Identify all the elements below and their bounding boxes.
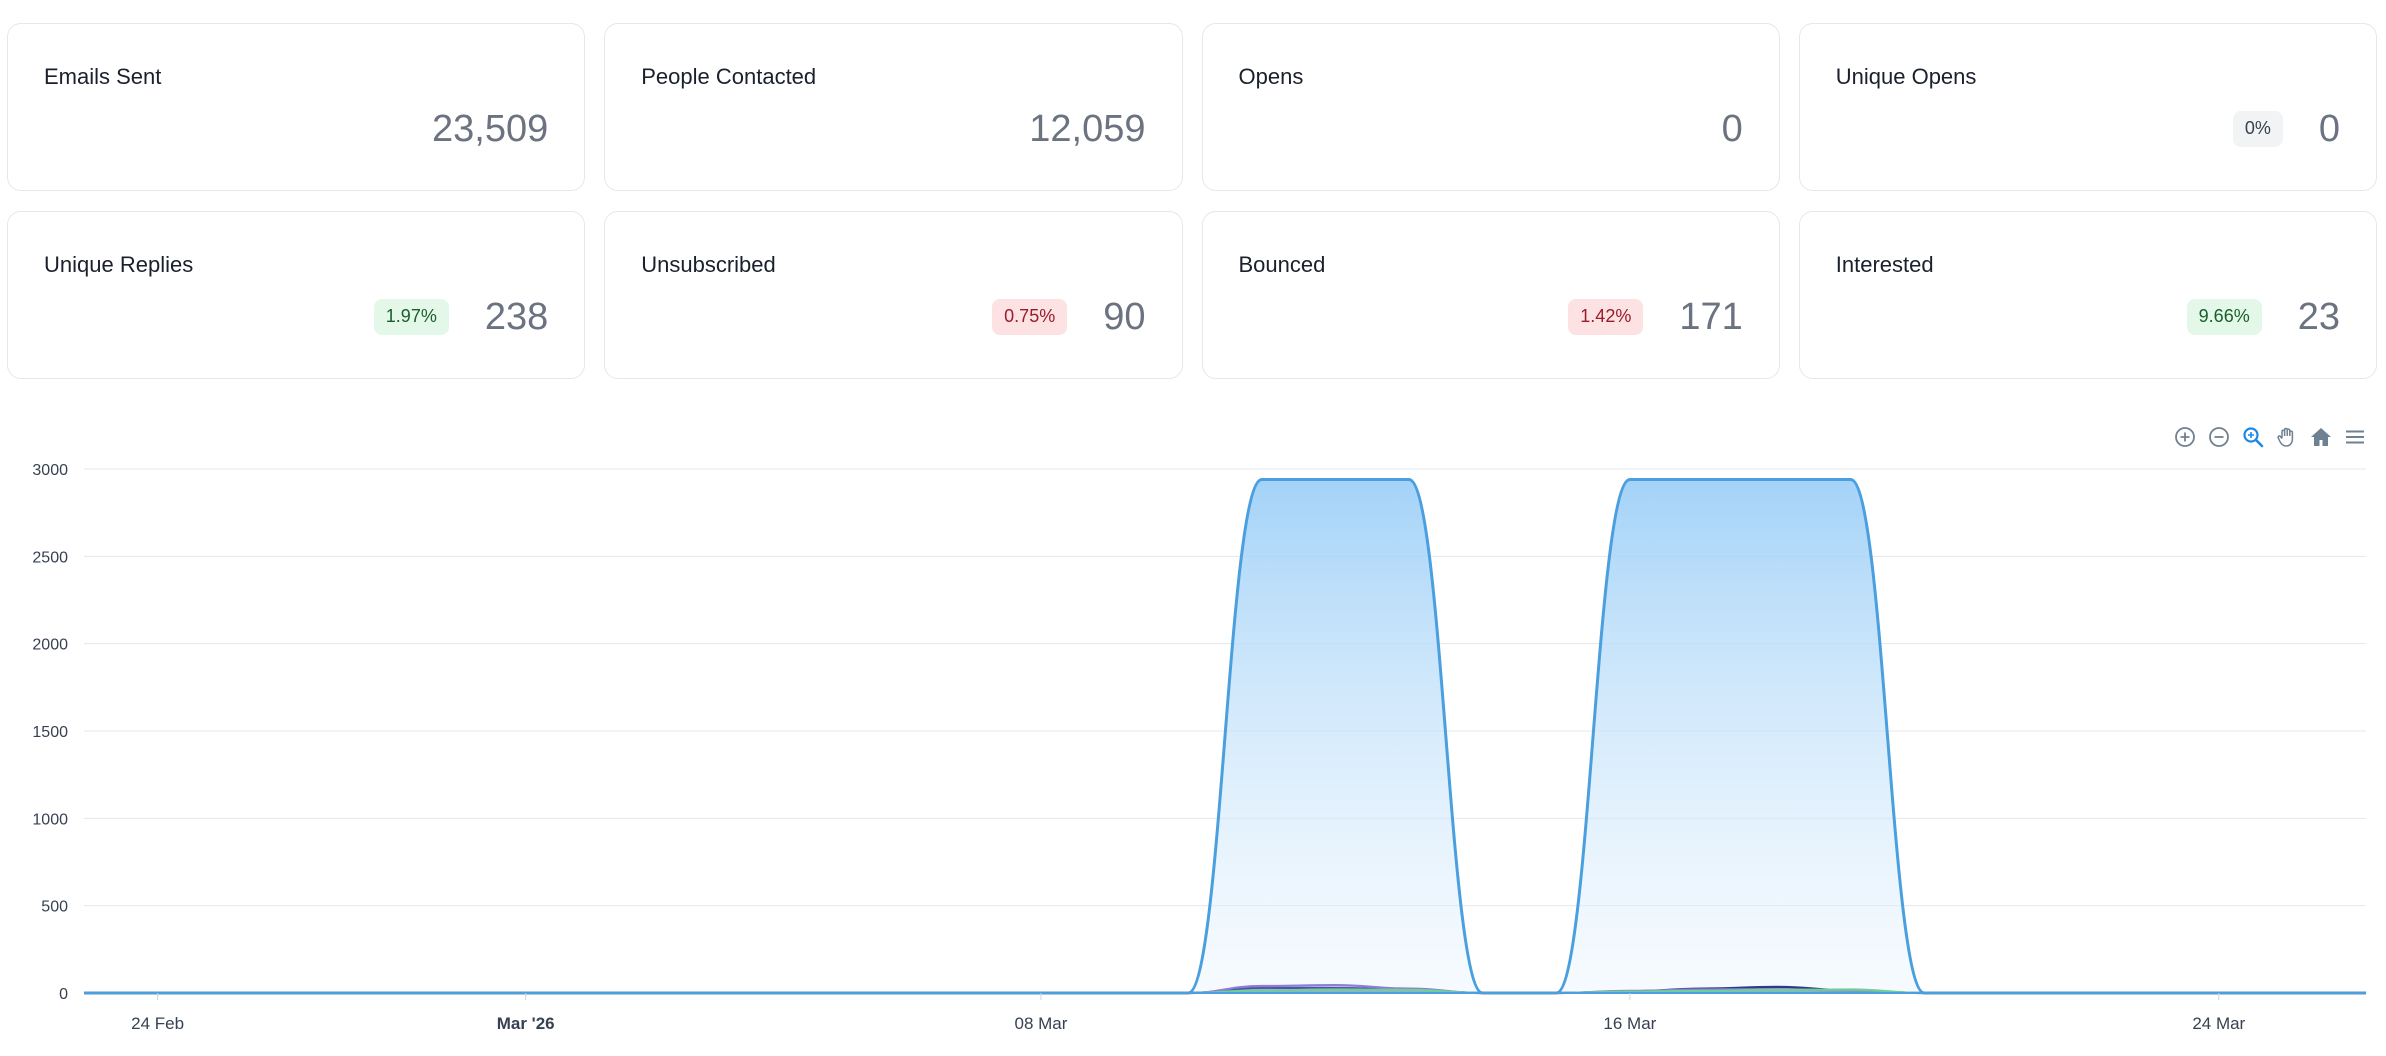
x-tick-label: 16 Mar xyxy=(1603,1014,1656,1033)
zoom-out-icon[interactable] xyxy=(2206,424,2232,450)
card-value: 171 xyxy=(1679,296,1743,338)
rate-badge: 1.97% xyxy=(373,299,449,335)
card-value: 23 xyxy=(2297,296,2340,338)
card-unsubscribed: Unsubscribed 0.75% 90 xyxy=(604,211,1183,379)
chart-toolbar xyxy=(2172,424,2368,450)
card-emails-sent: Emails Sent 23,509 xyxy=(7,23,586,191)
card-label: Unique Replies xyxy=(44,252,194,277)
y-tick-label: 3000 xyxy=(32,462,68,479)
y-tick-label: 2500 xyxy=(32,549,68,566)
card-value: 238 xyxy=(484,296,549,338)
card-value: 23,509 xyxy=(432,108,549,150)
home-reset-icon[interactable] xyxy=(2308,424,2334,450)
selection-zoom-icon[interactable] xyxy=(2240,424,2266,450)
card-bounced: Bounced 1.42% 171 xyxy=(1201,211,1780,379)
x-tick-label: 24 Feb xyxy=(131,1014,184,1033)
card-interested: Interested 9.66% 23 xyxy=(1798,211,2377,379)
rate-badge: 9.66% xyxy=(2186,299,2262,335)
stats-cards: Emails Sent 23,509 People Contacted 12,0… xyxy=(7,23,2377,379)
x-tick-label: 24 Mar xyxy=(2192,1014,2245,1033)
pan-hand-icon[interactable] xyxy=(2274,424,2300,450)
card-label: Interested xyxy=(1835,252,1934,277)
y-tick-label: 0 xyxy=(59,986,68,1003)
y-tick-label: 500 xyxy=(41,899,68,916)
y-tick-label: 1500 xyxy=(32,724,68,741)
card-value: 90 xyxy=(1103,296,1146,338)
card-label: Emails Sent xyxy=(44,64,162,89)
x-tick-label: Mar '26 xyxy=(497,1014,555,1033)
card-unique-replies: Unique Replies 1.97% 238 xyxy=(7,211,586,379)
series-area-secondary xyxy=(84,985,2366,993)
card-label: Unique Opens xyxy=(1835,64,1977,89)
card-people-contacted: People Contacted 12,059 xyxy=(604,23,1183,191)
rate-badge: 0.75% xyxy=(992,299,1068,335)
card-value: 0 xyxy=(1721,108,1743,150)
y-tick-label: 1000 xyxy=(32,811,68,828)
card-label: Opens xyxy=(1238,64,1304,89)
zoom-in-icon[interactable] xyxy=(2172,424,2198,450)
card-label: People Contacted xyxy=(641,64,817,89)
x-axis: 24 Feb Mar '26 08 Mar 16 Mar 24 Mar xyxy=(84,992,2366,1033)
x-tick-label: 08 Mar xyxy=(1015,1014,1068,1033)
rate-badge: 1.42% xyxy=(1568,299,1644,335)
card-value: 0 xyxy=(2318,108,2340,150)
rate-badge: 0% xyxy=(2232,111,2283,147)
card-value: 12,059 xyxy=(1029,108,1146,150)
card-opens: Opens 0 xyxy=(1201,23,1780,191)
card-label: Bounced xyxy=(1238,252,1326,277)
y-tick-label: 2000 xyxy=(32,637,68,654)
menu-icon[interactable] xyxy=(2342,424,2368,450)
card-unique-opens: Unique Opens 0% 0 xyxy=(1798,23,2377,191)
card-label: Unsubscribed xyxy=(641,252,776,277)
y-axis: 0 500 1000 1500 2000 2500 3000 xyxy=(32,462,68,1003)
